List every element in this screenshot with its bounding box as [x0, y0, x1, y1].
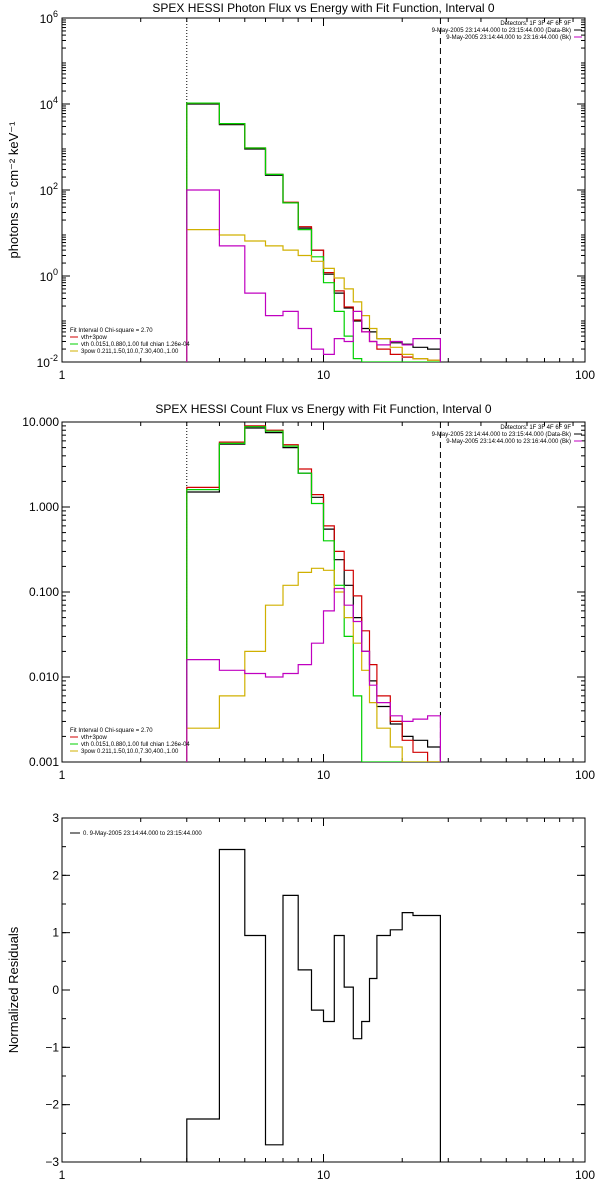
plot-frame: [61, 817, 586, 1163]
y-tick-label: −2: [45, 1098, 59, 1112]
legend-entry: Fit Interval 0 Chi-square = 2.70: [70, 328, 153, 334]
chart-title: SPEX HESSI Count Flux vs Energy with Fit…: [155, 402, 491, 416]
legend-entry: 3pow 0.211,1.50,10.0,7.30,400.,1.00: [81, 349, 179, 355]
info-text: Detectors: 1F 3F 4F 6F 9F: [500, 425, 571, 431]
series-bk-line: [186, 189, 441, 362]
series-3pow-line: [186, 229, 441, 362]
y-tick-label: 1: [52, 926, 59, 940]
y-tick-label: 10-2: [37, 353, 58, 370]
y-tick-label: 100: [40, 267, 58, 284]
x-tick-label: 10: [317, 768, 331, 782]
y-tick-label: 0.001: [29, 755, 59, 769]
y-tick-label: 106: [40, 9, 58, 26]
y-tick-label: 2: [52, 868, 59, 882]
plot-panel-3: 1 10 100 −3 −2 −1 0 1 2 3 Normalized Residuals 0. 9…: [6, 811, 595, 1182]
legend-entry: 3pow 0.211,1.50,10.0,7.30,400.,1.00: [81, 749, 179, 755]
series-data-bk-line: [186, 103, 441, 362]
y-tick-label: −1: [45, 1040, 59, 1054]
y-tick-label: 1.000: [29, 500, 59, 514]
series-vth-line: [186, 102, 441, 362]
series-data-bk-line: [186, 427, 441, 762]
legend-entry: 0. 9-May-2005 23:14:44.000 to 23:15:44.0…: [83, 831, 202, 837]
plot-panel-1: SPEX HESSI Photon Flux vs Energy with Fi…: [6, 1, 595, 382]
info-text: 9-May-2005 23:14:44.000 to 23:15:44.000 …: [432, 432, 571, 438]
series-vth-3pow-line: [186, 425, 441, 762]
info-text: 9-May-2005 23:14:44.000 to 23:16:44.000 …: [446, 439, 571, 445]
legend-entry: vth 0.0151,0.880,1.00 full chian 1.26e-0…: [81, 342, 190, 348]
x-tick-label: 100: [575, 768, 595, 782]
legend-entry: vth+3pow: [81, 735, 108, 741]
y-tick-label: 0.010: [29, 670, 59, 684]
y-tick-label: 10.000: [22, 415, 59, 429]
y-tick-label: 3: [52, 811, 59, 825]
y-tick-label: 0: [52, 983, 59, 997]
legend-entry: Fit Interval 0 Chi-square = 2.70: [70, 728, 153, 734]
plot-frame: [61, 421, 586, 763]
chart-title: SPEX HESSI Photon Flux vs Energy with Fi…: [152, 1, 494, 15]
info-text: 9-May-2005 23:14:44.000 to 23:15:44.000 …: [432, 28, 571, 34]
plot-frame: [61, 17, 586, 363]
series-0-9-may-2005-23-14-44-000-to-23-15-44-000-line: [186, 848, 441, 1162]
y-tick-label: 102: [40, 181, 58, 198]
legend-entry: vth+3pow: [81, 335, 108, 341]
y-tick-label: 104: [40, 95, 58, 112]
series-vth-line: [186, 426, 441, 762]
x-tick-label: 1: [59, 1168, 66, 1182]
x-tick-label: 1: [59, 768, 66, 782]
info-text: 9-May-2005 23:14:44.000 to 23:16:44.000 …: [446, 35, 571, 41]
plot-panel-2: SPEX HESSI Count Flux vs Energy with Fit…: [22, 402, 595, 782]
legend-entry: vth 0.0151,0.880,1.00 full chian 1.26e-0…: [81, 742, 190, 748]
y-tick-label: −3: [45, 1155, 59, 1169]
x-tick-label: 10: [317, 1168, 331, 1182]
info-text: Detectors: 1F 3F 4F 6F 9F: [500, 21, 571, 27]
x-tick-label: 10: [317, 368, 331, 382]
y-axis-label: Normalized Residuals: [6, 926, 21, 1053]
y-axis-label: photons s⁻¹ cm⁻² keV⁻¹: [6, 121, 21, 259]
series-bk-line: [186, 587, 441, 762]
series-vth-3pow-line: [186, 102, 441, 362]
x-tick-label: 100: [575, 368, 595, 382]
x-tick-label: 100: [575, 1168, 595, 1182]
x-tick-label: 1: [59, 368, 66, 382]
y-tick-label: 0.100: [29, 585, 59, 599]
